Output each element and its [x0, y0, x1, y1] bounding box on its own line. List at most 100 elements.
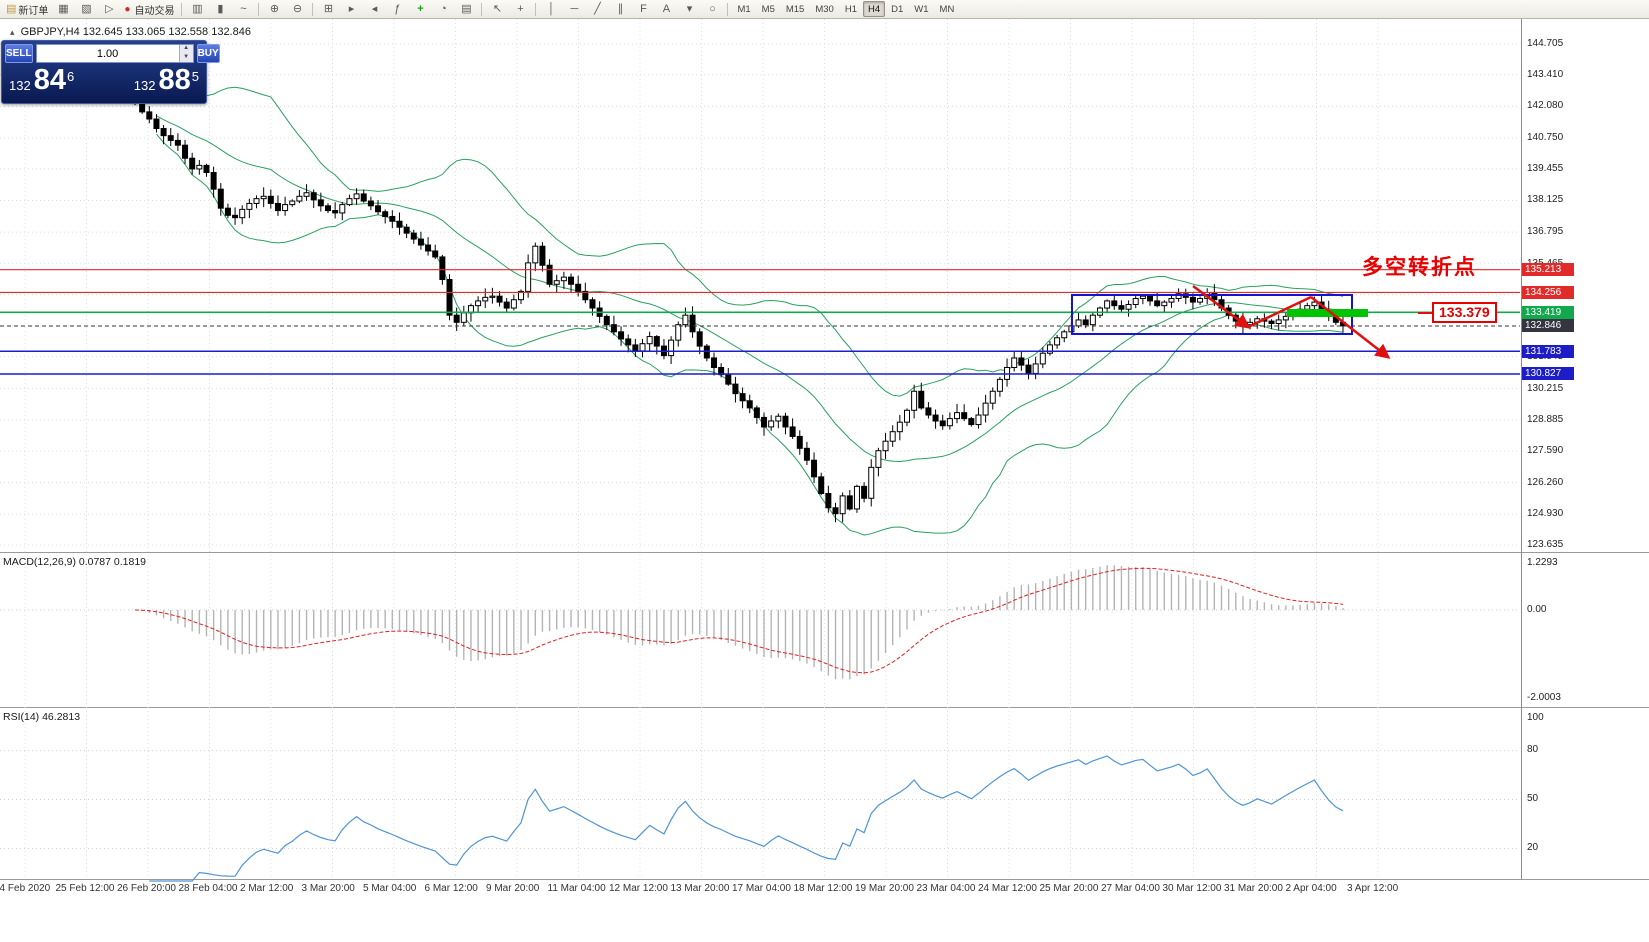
macd-axis-label: 0.00: [1527, 604, 1547, 615]
new-order-button[interactable]: ▤ 新订单: [3, 1, 51, 18]
autotrade-button[interactable]: ● 自动交易: [121, 1, 177, 18]
toolbar-separator: [312, 2, 314, 16]
lot-increase-button[interactable]: ▲: [179, 45, 193, 54]
time-axis-label: 30 Mar 12:00: [1162, 883, 1222, 894]
chart-line-button[interactable]: ~: [232, 1, 254, 18]
add-indicator-button[interactable]: +: [409, 1, 431, 18]
crosshair-icon: +: [517, 3, 524, 15]
price-axis-label: 123.635: [1527, 538, 1564, 550]
one-click-trading-panel: SELL ▲ ▼ BUY 132 84 6 132 88 5: [1, 40, 220, 104]
toolbar-separator: [258, 2, 260, 16]
price-level-tag: 134.256: [1522, 285, 1574, 299]
time-axis-label: 28 Feb 04:00: [178, 883, 238, 894]
hline-button[interactable]: ─: [563, 1, 585, 18]
price-axis-label: 142.080: [1527, 100, 1564, 112]
price-axis-label: 143.410: [1527, 68, 1564, 80]
lot-decrease-button[interactable]: ▼: [179, 53, 193, 62]
profiles-icon: ▧: [81, 3, 92, 15]
autotrade-status-icon: ●: [124, 3, 131, 15]
symbol-ohlc-text: GBPJPY,H4 132.645 133.065 132.558 132.84…: [20, 26, 251, 38]
zoom-in-icon: ⊕: [269, 3, 280, 15]
price-axis-label: 144.705: [1527, 38, 1564, 49]
lot-spinner: ▲ ▼: [178, 45, 193, 62]
timeframe-m1-button[interactable]: M1: [737, 3, 751, 15]
trendline-button[interactable]: ╱: [586, 1, 608, 18]
time-axis-label: 9 Mar 20:00: [486, 883, 540, 894]
templates-icon: ▤: [461, 3, 472, 15]
tile-windows-icon: ⊞: [323, 3, 334, 15]
chart-shift-button[interactable]: ◂: [363, 1, 385, 18]
layouts-button[interactable]: ▦: [52, 1, 74, 18]
time-axis-label: 2 Mar 12:00: [240, 883, 294, 894]
rsi-axis-label: 80: [1527, 744, 1539, 755]
timeframe-m15-button[interactable]: M15: [785, 3, 805, 15]
fibonacci-icon: F: [640, 3, 647, 15]
time-axis-label: 3 Mar 20:00: [301, 883, 355, 894]
price-level-tag: 135.213: [1522, 263, 1574, 277]
price-axis-label: 128.885: [1527, 414, 1564, 426]
zoom-out-button[interactable]: ⊖: [286, 1, 308, 18]
period-clock-button[interactable]: ◔: [432, 1, 454, 18]
profiles-button[interactable]: ▧: [75, 1, 97, 18]
crosshair-button[interactable]: +: [509, 1, 531, 18]
trendline-icon: ╱: [594, 3, 601, 15]
templates-button[interactable]: ▤: [455, 1, 477, 18]
chart-symbol-info: ▴ GBPJPY,H4 132.645 133.065 132.558 132.…: [10, 26, 251, 38]
price-axis-label: 140.750: [1527, 132, 1564, 144]
autotrade-label: 自动交易: [134, 5, 175, 17]
vline-button[interactable]: │: [540, 1, 562, 18]
lot-size-input[interactable]: [36, 45, 179, 62]
timeframe-h4-button[interactable]: H4: [862, 1, 886, 17]
channel-button[interactable]: ∥: [609, 1, 631, 18]
period-clock-icon: ◔: [440, 3, 447, 15]
tile-windows-button[interactable]: ⊞: [317, 1, 339, 18]
sound-alert-button[interactable]: ▷: [98, 1, 120, 18]
auto-scroll-button[interactable]: ▸: [340, 1, 362, 18]
timeframe-m30-button[interactable]: M30: [815, 3, 834, 15]
cursor-button[interactable]: ↖: [486, 1, 508, 18]
time-axis-label: 25 Feb 12:00: [55, 883, 115, 894]
price-axis-label: 136.795: [1527, 226, 1564, 238]
time-axis-label: 18 Mar 12:00: [793, 883, 853, 894]
toolbar: ▤ 新订单 ▦ ▧ ▷ ● 自动交易 ▥ ▮ ~ ⊕ ⊖ ⊞ ▸ ◂ ƒ + ◔ ▤ ↖ + │ ─ ╱ ∥ F A ▾ ○ …: [0, 0, 1649, 19]
fibonacci-button[interactable]: F: [632, 1, 654, 18]
turning-point-annotation[interactable]: 多空转折点: [1362, 256, 1477, 279]
vline-icon: │: [548, 3, 555, 15]
macd-axis-label: -2.0003: [1527, 692, 1561, 703]
toolbar-separator: [181, 2, 183, 16]
time-axis-label: 25 Mar 20:00: [1039, 883, 1099, 894]
chart-candles-icon: ▮: [217, 3, 224, 15]
sell-button[interactable]: SELL: [5, 44, 33, 63]
buy-button[interactable]: BUY: [196, 44, 220, 63]
price-level-tag: 133.419: [1522, 305, 1574, 319]
price-axis-label: 126.260: [1527, 476, 1564, 488]
add-indicator-icon: +: [417, 3, 424, 15]
chart-candles-button[interactable]: ▮: [209, 1, 231, 18]
time-axis-label: 23 Mar 04:00: [916, 883, 976, 894]
text-button[interactable]: A: [655, 1, 677, 18]
timeframe-d1-button[interactable]: D1: [891, 3, 904, 15]
ask-price[interactable]: 132 88 5: [133, 64, 199, 96]
timeframe-mn-button[interactable]: MN: [939, 3, 955, 15]
timeframe-m5-button[interactable]: M5: [761, 3, 775, 15]
indicators-button[interactable]: ƒ: [386, 1, 408, 18]
bid-price[interactable]: 132 84 6: [9, 64, 75, 96]
chart-bars-button[interactable]: ▥: [186, 1, 208, 18]
price-level-tag: 131.783: [1522, 344, 1574, 358]
timeframe-h1-button[interactable]: H1: [844, 3, 857, 15]
timeframe-group: M1 M5 M15 M30 H1 H4 D1 W1 MN: [732, 1, 959, 17]
price-callout-label[interactable]: 133.379: [1432, 302, 1497, 323]
zoom-in-button[interactable]: ⊕: [263, 1, 285, 18]
shapes-button[interactable]: ○: [701, 1, 723, 18]
timeframe-w1-button[interactable]: W1: [914, 3, 929, 15]
collapse-arrow-icon[interactable]: ▴: [10, 27, 15, 37]
arrows-button[interactable]: ▾: [678, 1, 700, 18]
toolbar-separator: [535, 2, 537, 16]
toolbar-separator: [481, 2, 483, 16]
time-axis-label: 17 Mar 04:00: [732, 883, 791, 894]
channel-icon: ∥: [617, 3, 624, 15]
rsi-axis-label: 20: [1527, 842, 1539, 853]
arrows-icon: ▾: [686, 3, 693, 15]
